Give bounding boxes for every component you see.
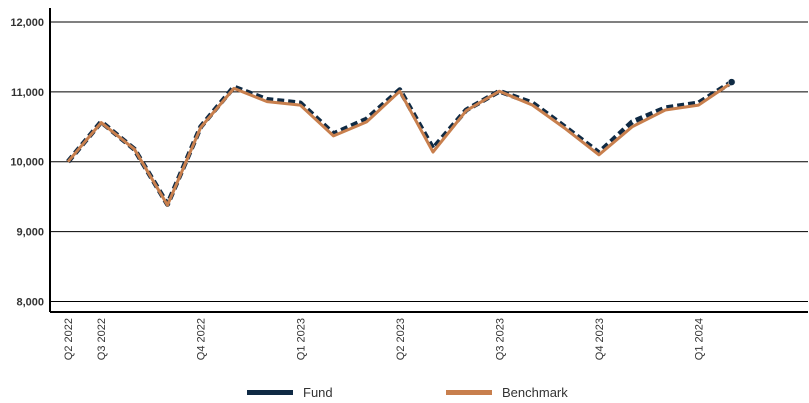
x-tick-label: Q1 2024 (693, 318, 705, 360)
legend-item-fund: Fund (247, 385, 333, 400)
series-line-fund (66, 79, 733, 207)
x-tick-label: Q2 2023 (395, 318, 407, 360)
series-line-benchmark (66, 81, 733, 207)
y-tick-label: 9,000 (16, 227, 44, 239)
fund-legend-label: Fund (303, 385, 333, 400)
x-tick-label: Q3 2023 (494, 318, 506, 360)
y-tick-label: 12,000 (10, 17, 44, 29)
benchmark-legend-label: Benchmark (502, 385, 568, 400)
x-tick-label: Q1 2023 (295, 318, 307, 360)
benchmark-swatch (446, 390, 492, 395)
x-tick-label: Q4 2022 (196, 318, 208, 360)
y-tick-label: 8,000 (16, 297, 44, 309)
x-tick-label: Q3 2022 (96, 318, 108, 360)
series-endpoint-fund (727, 78, 736, 86)
legend-item-benchmark: Benchmark (446, 385, 568, 400)
x-tick-label: Q4 2023 (594, 318, 606, 360)
fund-swatch (247, 390, 293, 395)
y-tick-label: 11,000 (11, 87, 44, 99)
legend: Fund Benchmark (0, 385, 809, 403)
x-tick-label: Q2 2022 (63, 318, 75, 360)
y-tick-label: 10,000 (10, 157, 44, 169)
